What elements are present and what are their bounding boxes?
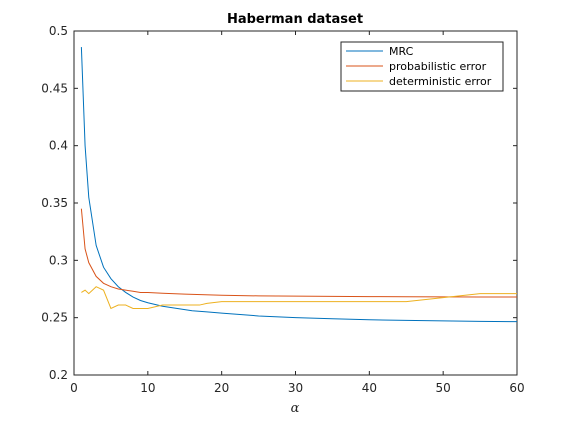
chart-title: Haberman dataset <box>227 12 363 27</box>
y-tick-label: 0.25 <box>41 311 68 325</box>
y-tick-label: 0.4 <box>49 139 68 153</box>
series-line-deterministic-error <box>81 286 517 310</box>
x-tick-label: 30 <box>288 381 303 395</box>
x-tick-label: 20 <box>214 381 229 395</box>
y-tick-label: 0.3 <box>49 253 68 267</box>
legend-label: probabilistic error <box>389 60 487 73</box>
x-tick-label: 60 <box>509 381 524 395</box>
series-line-probabilistic-error <box>80 208 517 298</box>
y-tick-label: 0.35 <box>41 196 68 210</box>
legend: MRC probabilistic error deterministic erro… <box>340 41 504 92</box>
series-line-mrc <box>80 47 518 323</box>
legend-label: MRC <box>389 45 414 58</box>
y-tick-label: 0.2 <box>49 368 68 382</box>
x-axis: 0 10 20 30 40 50 60 <box>70 31 525 395</box>
y-tick-label: 0.45 <box>41 81 68 95</box>
x-axis-label: α <box>291 401 300 416</box>
x-tick-label: 50 <box>436 381 451 395</box>
x-tick-label: 0 <box>70 381 78 395</box>
x-tick-label: 10 <box>140 381 155 395</box>
y-tick-label: 0.5 <box>49 24 68 38</box>
legend-label: deterministic error <box>389 75 492 88</box>
x-tick-label: 40 <box>362 381 377 395</box>
series-group <box>80 47 518 323</box>
y-axis: 0.2 0.25 0.3 0.35 0.4 0.45 0.5 <box>41 24 517 382</box>
